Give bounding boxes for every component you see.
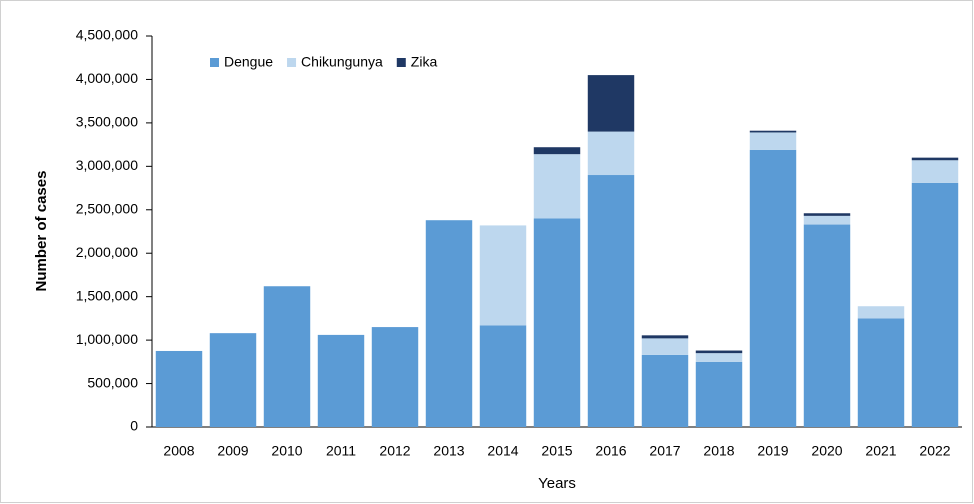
- x-tick-label: 2011: [326, 443, 356, 459]
- bar-segment: [857, 306, 905, 319]
- x-tick-label: 2016: [595, 443, 626, 459]
- legend-swatch: [396, 58, 406, 67]
- bar-segment: [641, 354, 689, 427]
- x-tick-label: 2012: [379, 443, 410, 459]
- y-tick-label: 500,000: [87, 374, 138, 390]
- x-tick-label: 2019: [757, 443, 788, 459]
- legend-swatch: [210, 58, 219, 67]
- bar-segment: [803, 224, 851, 427]
- y-tick-label: 1,500,000: [76, 287, 138, 303]
- legend-swatch: [287, 58, 297, 67]
- bar-segment: [533, 218, 581, 427]
- legend-label: Zika: [411, 54, 438, 70]
- x-tick-label: 2014: [487, 443, 518, 459]
- bar-segment: [911, 182, 959, 427]
- bar-segment: [749, 149, 797, 427]
- x-tick-label: 2021: [865, 443, 896, 459]
- bar-segment: [911, 157, 959, 161]
- bar-segment: [479, 325, 527, 427]
- y-tick-label: 2,500,000: [76, 200, 138, 216]
- bar-segment: [479, 225, 527, 326]
- bar-segment: [695, 350, 743, 354]
- x-tick-label: 2015: [541, 443, 572, 459]
- bar-segment: [317, 334, 365, 427]
- bar-segment: [533, 154, 581, 219]
- bar-segment: [641, 338, 689, 355]
- x-tick-label: 2010: [271, 443, 302, 459]
- bar-segment: [641, 335, 689, 339]
- bar-segment: [749, 132, 797, 150]
- bar-segment: [587, 131, 635, 176]
- bar-segment: [371, 327, 419, 427]
- bar-segment: [209, 333, 257, 427]
- bar-segment: [587, 175, 635, 427]
- bar-segment: [695, 361, 743, 427]
- x-axis-title: Years: [538, 475, 576, 492]
- bar-segment: [857, 318, 905, 427]
- bar-segment: [155, 350, 203, 427]
- x-tick-label: 2017: [649, 443, 680, 459]
- y-tick-label: 4,000,000: [76, 70, 138, 86]
- x-tick-label: 2018: [703, 443, 734, 459]
- x-tick-label: 2013: [433, 443, 464, 459]
- bar-segment: [533, 147, 581, 155]
- legend-label: Chikungunya: [301, 54, 383, 70]
- legend-label: Dengue: [224, 54, 273, 70]
- y-tick-label: 3,000,000: [76, 157, 138, 173]
- y-tick-label: 0: [130, 418, 138, 434]
- x-tick-label: 2020: [811, 443, 842, 459]
- y-tick-label: 1,000,000: [76, 331, 138, 347]
- bar-segment: [911, 160, 959, 183]
- bar-segment: [749, 130, 797, 133]
- y-axis-title: Number of cases: [33, 171, 50, 292]
- y-tick-label: 4,500,000: [76, 27, 138, 43]
- y-tick-label: 3,500,000: [76, 114, 138, 130]
- bar-segment: [263, 286, 311, 427]
- bar-segment: [803, 215, 851, 225]
- bar-segment: [587, 75, 635, 132]
- bar-segment: [803, 213, 851, 216]
- x-tick-label: 2008: [163, 443, 194, 459]
- bar-segment: [425, 220, 473, 427]
- x-tick-label: 2009: [217, 443, 248, 459]
- x-tick-label: 2022: [919, 443, 950, 459]
- bar-segment: [695, 353, 743, 362]
- y-tick-label: 2,000,000: [76, 244, 138, 260]
